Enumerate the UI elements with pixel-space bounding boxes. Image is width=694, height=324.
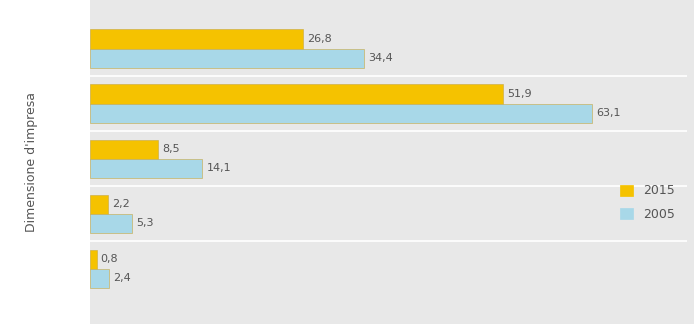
Text: 5,3: 5,3 [137, 218, 154, 228]
Bar [90, 140, 158, 159]
Text: 63,1: 63,1 [596, 108, 621, 118]
Text: 8,5: 8,5 [162, 144, 180, 154]
Bar [90, 85, 503, 104]
Text: 0,8: 0,8 [101, 254, 118, 264]
Text: 34,4: 34,4 [368, 53, 393, 64]
Text: Dimensione d'impresa: Dimensione d'impresa [25, 92, 38, 232]
Text: 26,8: 26,8 [307, 34, 332, 44]
Bar [90, 269, 110, 288]
Bar [90, 104, 593, 123]
Text: 2,4: 2,4 [113, 273, 131, 284]
Text: 51,9: 51,9 [507, 89, 532, 99]
Text: 2,2: 2,2 [112, 199, 130, 209]
Legend: 2015, 2005: 2015, 2005 [614, 178, 681, 227]
Bar [90, 194, 108, 214]
Bar [90, 214, 133, 233]
Bar [90, 249, 96, 269]
Bar [90, 49, 364, 68]
Bar [90, 29, 303, 49]
Bar [90, 159, 203, 178]
Text: 14,1: 14,1 [206, 163, 231, 173]
